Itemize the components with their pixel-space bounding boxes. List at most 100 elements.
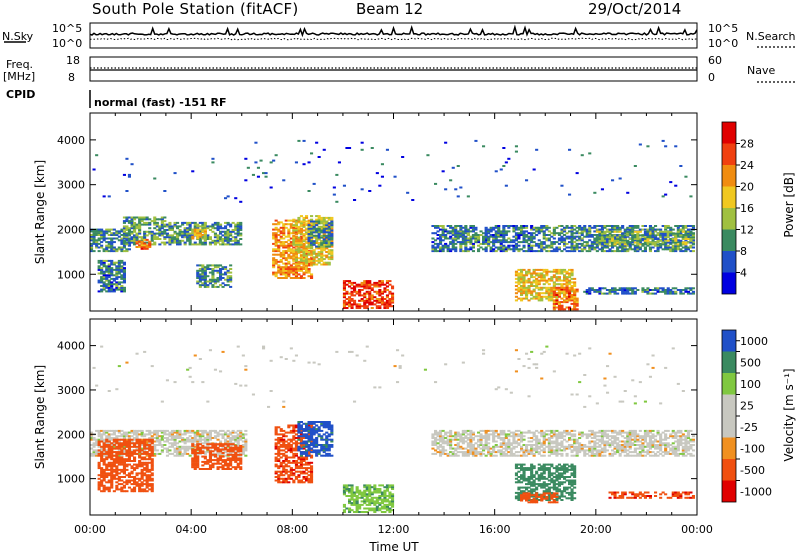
data-cell: [580, 239, 584, 242]
data-cell: [484, 235, 488, 238]
data-cell: [580, 250, 584, 253]
data-cell: [557, 288, 561, 291]
data-cell: [130, 216, 134, 219]
data-cell: [201, 271, 205, 274]
data-cell: [648, 289, 652, 291]
data-cell: [133, 230, 137, 233]
data-cell: [598, 290, 602, 293]
data-cell: [636, 244, 640, 247]
data-cell: [643, 248, 647, 251]
data-cell: [107, 274, 111, 277]
data-cell: [499, 239, 503, 242]
data-cell: [234, 438, 238, 441]
data-cell: [570, 270, 574, 273]
data-cell: [117, 261, 121, 264]
data-cell: [350, 299, 354, 302]
data-cell: [92, 449, 96, 452]
data-cell: [150, 232, 154, 235]
data-cell: [176, 239, 180, 242]
data-cell: [97, 452, 101, 455]
data-cell: [502, 239, 506, 242]
data-cell: [155, 232, 159, 235]
data-cell: [664, 225, 668, 227]
data-cell: [100, 456, 104, 459]
data-cell: [573, 290, 577, 293]
data-cell: [213, 234, 217, 237]
data-cell: [165, 229, 169, 231]
data-cell: [274, 275, 278, 278]
data-cell: [90, 452, 94, 455]
data-cell: [654, 225, 658, 227]
data-cell: [112, 490, 116, 493]
data-cell: [605, 225, 609, 227]
data-cell: [239, 453, 243, 456]
data-cell: [203, 284, 207, 287]
data-cell: [570, 272, 574, 275]
data-cell: [229, 431, 233, 434]
data-cell: [641, 238, 645, 240]
data-cell: [110, 476, 114, 478]
data-cell: [102, 285, 106, 287]
data-cell: [188, 431, 192, 434]
data-cell: [272, 257, 276, 260]
data-cell: [588, 289, 592, 291]
data-cell: [277, 221, 281, 224]
data-cell: [368, 298, 372, 300]
data-cell: [565, 290, 569, 293]
data-cell: [552, 295, 556, 298]
data-cell: [130, 460, 134, 462]
data-cell: [229, 268, 233, 270]
data-cell: [287, 242, 291, 245]
data-cell: [494, 225, 498, 227]
data-cell: [474, 235, 478, 238]
data-cell: [297, 240, 301, 243]
data-cell: [229, 225, 233, 228]
data-cell: [618, 250, 622, 253]
data-cell: [168, 433, 172, 436]
data-cell: [148, 447, 152, 450]
data-cell: [325, 229, 329, 232]
data-cell: [360, 285, 364, 288]
data-cell: [226, 236, 230, 239]
data-cell: [565, 281, 569, 284]
data-cell: [140, 438, 144, 441]
data-cell: [201, 452, 205, 454]
data-cell: [229, 243, 233, 246]
data-cell: [125, 239, 129, 242]
data-cell: [229, 239, 233, 242]
data-cell: [552, 286, 556, 289]
data-cell: [598, 241, 602, 244]
data-cell: [446, 230, 450, 233]
data-cell: [181, 437, 185, 439]
data-cell: [201, 435, 205, 438]
data-cell: [522, 297, 526, 300]
data-cell: [525, 279, 529, 282]
data-cell: [618, 238, 622, 240]
data-cell: [628, 241, 632, 244]
data-cell: [133, 433, 137, 436]
data-cell: [239, 200, 243, 203]
data-cell: [661, 241, 665, 244]
data-cell: [125, 241, 129, 244]
data-cell: [206, 438, 210, 441]
data-cell: [679, 232, 683, 235]
data-cell: [600, 228, 604, 231]
data-cell: [671, 241, 675, 244]
data-cell: [674, 244, 678, 247]
data-cell: [580, 154, 584, 157]
data-cell: [686, 228, 690, 231]
data-cell: [477, 248, 481, 251]
data-cell: [383, 283, 387, 286]
data-cell: [570, 295, 574, 298]
data-cell: [160, 241, 164, 244]
data-cell: [434, 182, 438, 185]
data-cell: [527, 299, 531, 302]
data-cell: [110, 451, 114, 454]
data-cell: [573, 297, 577, 300]
data-cell: [380, 303, 384, 306]
data-cell: [165, 451, 169, 454]
data-cell: [130, 431, 134, 434]
data-cell: [489, 234, 493, 236]
data-cell: [236, 223, 240, 226]
data-cell: [178, 433, 182, 436]
